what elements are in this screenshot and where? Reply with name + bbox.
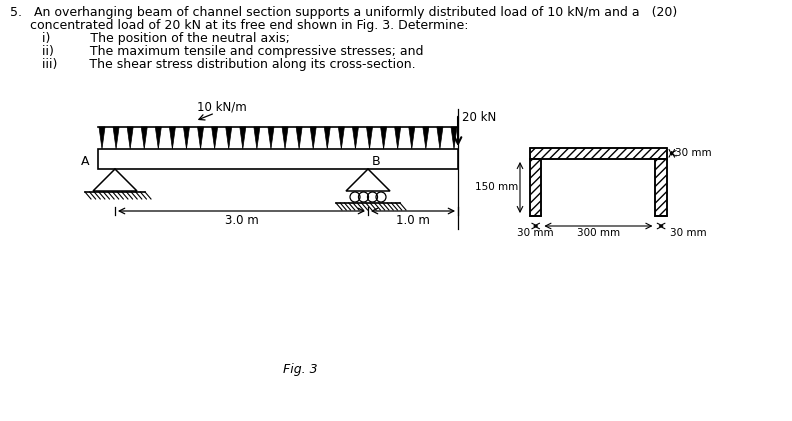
Polygon shape <box>254 127 260 149</box>
Polygon shape <box>437 127 443 149</box>
Text: 10 kN/m: 10 kN/m <box>197 100 247 113</box>
Polygon shape <box>155 127 162 149</box>
Polygon shape <box>169 127 175 149</box>
Polygon shape <box>226 127 232 149</box>
Polygon shape <box>310 127 316 149</box>
Text: 30 mm: 30 mm <box>670 228 706 238</box>
Text: ii)         The maximum tensile and compressive stresses; and: ii) The maximum tensile and compressive … <box>42 45 424 58</box>
Text: 30 mm: 30 mm <box>675 148 711 158</box>
Polygon shape <box>113 127 119 149</box>
Polygon shape <box>296 127 302 149</box>
Polygon shape <box>338 127 345 149</box>
Polygon shape <box>394 127 401 149</box>
Text: 5.   An overhanging beam of channel section supports a uniformly distributed loa: 5. An overhanging beam of channel sectio… <box>10 6 677 19</box>
Polygon shape <box>99 127 105 149</box>
Text: i)          The position of the neutral axis;: i) The position of the neutral axis; <box>42 32 290 45</box>
Text: 1.0 m: 1.0 m <box>396 214 430 227</box>
Bar <box>530 159 542 216</box>
Text: B: B <box>372 155 381 168</box>
Polygon shape <box>282 127 288 149</box>
Polygon shape <box>451 127 457 149</box>
Text: 300 mm: 300 mm <box>577 228 620 238</box>
Bar <box>530 159 542 216</box>
Bar <box>542 159 656 216</box>
Polygon shape <box>352 127 359 149</box>
Polygon shape <box>324 127 330 149</box>
Text: Fig. 3: Fig. 3 <box>283 362 318 376</box>
Polygon shape <box>197 127 204 149</box>
Bar <box>530 148 667 159</box>
Bar <box>530 148 667 159</box>
Polygon shape <box>381 127 386 149</box>
Polygon shape <box>240 127 246 149</box>
Text: 150 mm: 150 mm <box>474 182 518 192</box>
Text: A: A <box>81 155 89 168</box>
Text: 30 mm: 30 mm <box>517 228 554 238</box>
Text: concentrated load of 20 kN at its free end shown in Fig. 3. Determine:: concentrated load of 20 kN at its free e… <box>10 19 469 32</box>
Text: 20 kN: 20 kN <box>462 111 497 124</box>
Polygon shape <box>268 127 274 149</box>
Text: iii)        The shear stress distribution along its cross-section.: iii) The shear stress distribution along… <box>42 58 416 71</box>
Text: 3.0 m: 3.0 m <box>225 214 258 227</box>
Polygon shape <box>184 127 189 149</box>
Polygon shape <box>128 127 133 149</box>
Polygon shape <box>367 127 372 149</box>
Polygon shape <box>423 127 428 149</box>
Bar <box>656 159 667 216</box>
Polygon shape <box>409 127 415 149</box>
Polygon shape <box>141 127 147 149</box>
Polygon shape <box>211 127 218 149</box>
Bar <box>656 159 667 216</box>
Bar <box>98 149 458 169</box>
